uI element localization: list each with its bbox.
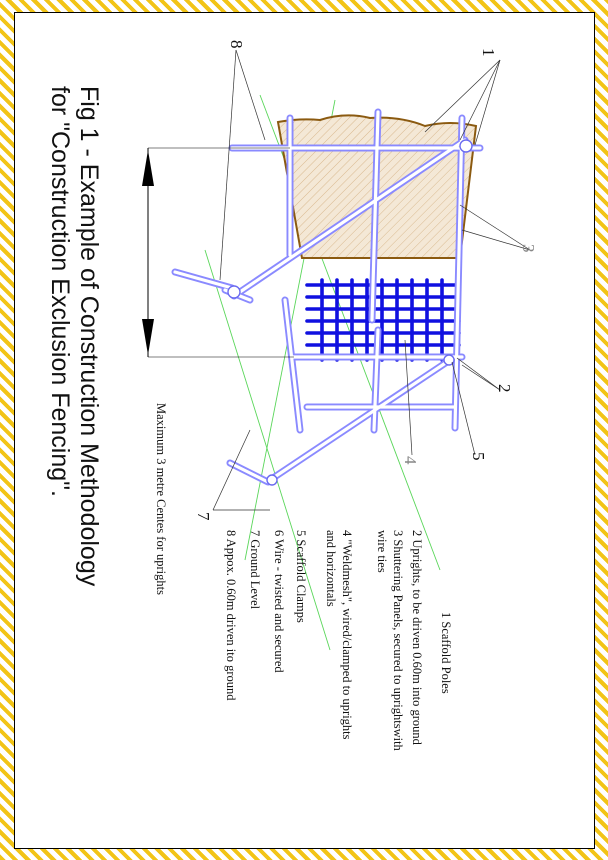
legend-item-6: 6 Wire - twisted and secured — [270, 530, 286, 673]
legend-item-3-line2: wire ties — [375, 530, 390, 573]
legend-item-5: 5 Scaffold Clamps — [292, 530, 308, 623]
callout-1: 1 — [479, 48, 498, 57]
legend-item-2: 2 Uprights, to be driven 0.60m into grou… — [408, 530, 424, 745]
legend-item-1: 1 Scaffold Poles — [437, 612, 453, 694]
callout-2: 2 — [495, 384, 514, 393]
figure-caption: Fig 1 - Example of Construction Methodol… — [46, 86, 103, 587]
scaffold-poles — [171, 108, 484, 486]
callout-7: 7 — [194, 512, 213, 521]
callout-leaders — [212, 49, 531, 511]
legend-item-5-text: 5 Scaffold Clamps — [294, 530, 308, 623]
callout-3: 3 — [519, 244, 538, 253]
callout-4: 4 — [401, 456, 420, 465]
dimension-line — [142, 147, 294, 358]
legend-item-6-text: 6 Wire - twisted and secured — [272, 530, 286, 673]
legend-item-1-text: 1 Scaffold Poles — [439, 612, 453, 694]
legend-item-7-text: 7 Ground Level — [248, 530, 262, 610]
callout-5: 5 — [469, 452, 488, 461]
legend-item-3: 3 Shuttering Panels, secured to uprights… — [374, 530, 405, 751]
legend-item-4-line2: and horizontals — [324, 530, 339, 607]
weldmesh — [305, 278, 461, 362]
legend-item-7: 7 Ground Level — [246, 530, 262, 609]
legend-item-8: 8 Appox. 0.60m driven ito ground — [222, 530, 238, 700]
legend-item-4-line1: 4 "Weldmesh", wired/clamped to uprights — [340, 530, 354, 740]
figure-caption-line2: for "Construction Exclusion Fencing". — [46, 86, 75, 497]
legend-item-3-line1: 3 Shuttering Panels, secured to uprights… — [391, 530, 405, 751]
dimension-label: Maximum 3 metre Centes for uprights — [154, 403, 168, 595]
scaffold-clamps — [227, 139, 473, 486]
callout-8: 8 — [227, 40, 246, 49]
legend-item-8-text: 8 Appox. 0.60m driven ito ground — [224, 530, 238, 701]
legend-item-4: 4 "Weldmesh", wired/clamped to uprights … — [323, 530, 354, 740]
legend-item-2-text: 2 Uprights, to be driven 0.60m into grou… — [410, 530, 424, 745]
figure-caption-line1: Fig 1 - Example of Construction Methodol… — [75, 86, 103, 587]
